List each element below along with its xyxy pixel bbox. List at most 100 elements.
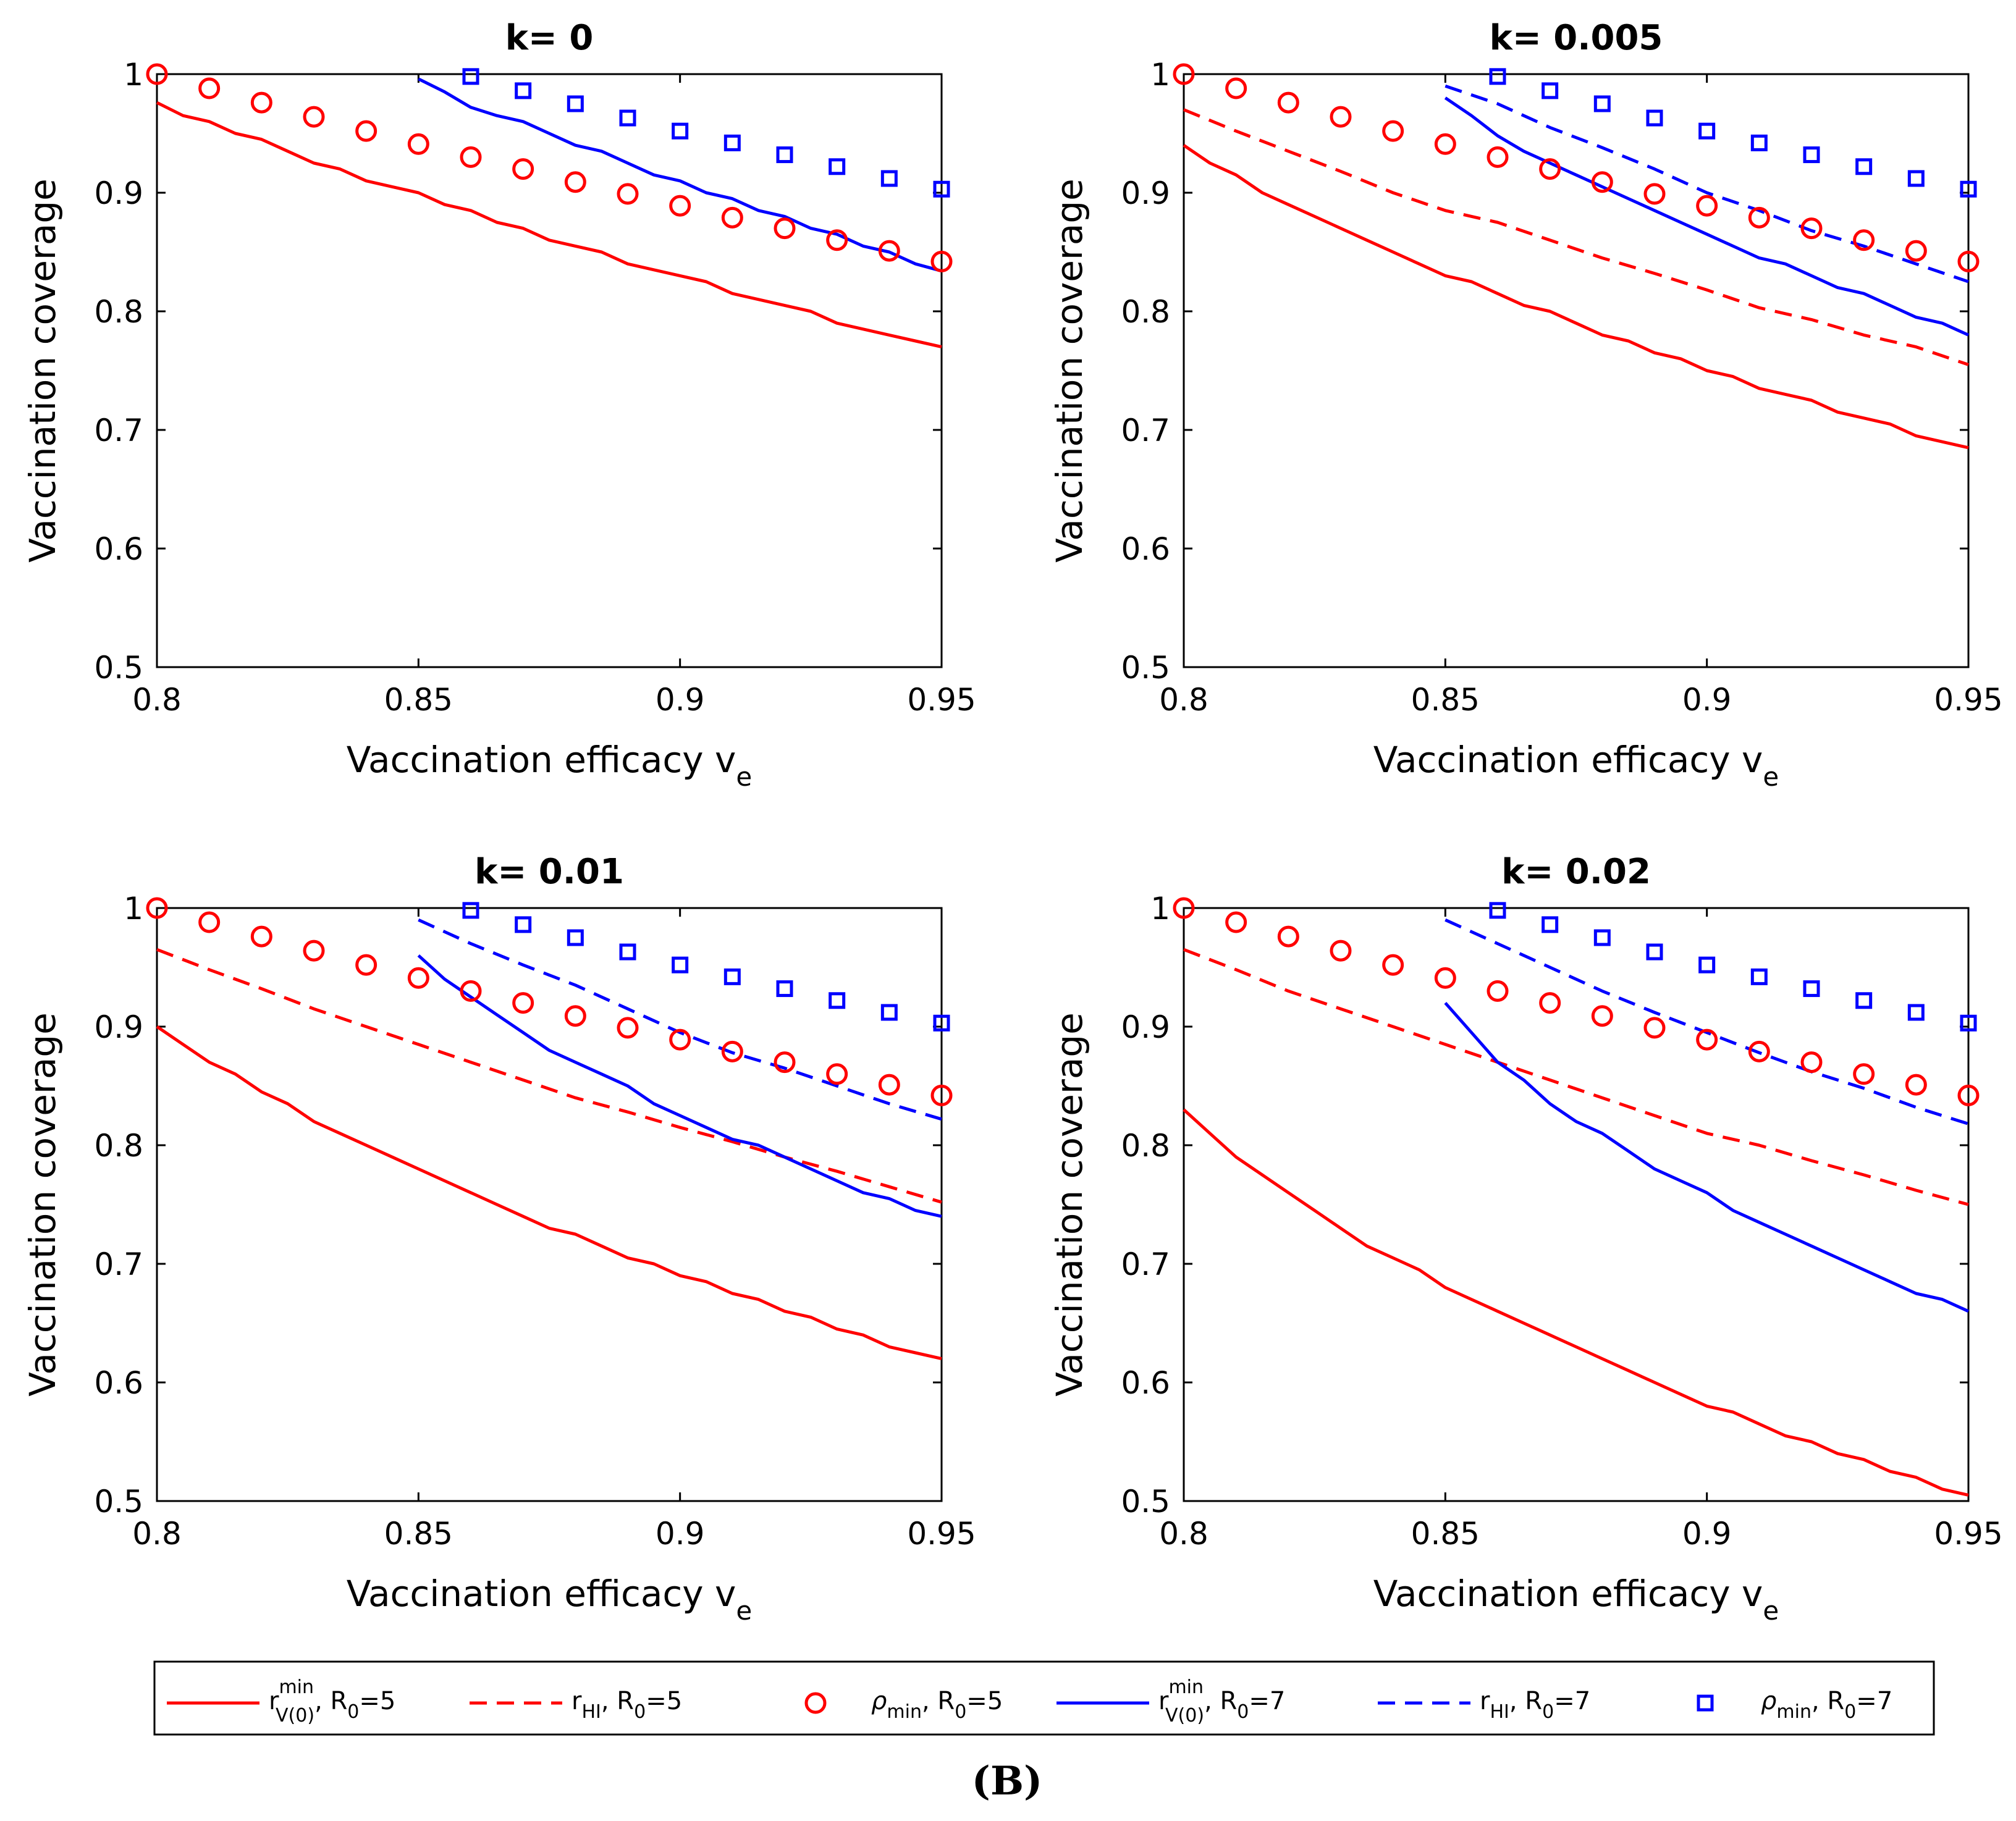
data-point — [1957, 1084, 1980, 1106]
data-point — [617, 183, 639, 205]
y-tick-label: 0.6 — [1121, 1365, 1170, 1401]
data-point — [567, 95, 584, 112]
data-point — [1591, 1005, 1613, 1027]
x-axis-label: Vaccination efficacy ve — [347, 1573, 752, 1626]
y-axis-label: Vaccination coverage — [1048, 179, 1090, 563]
series-markers-6 — [1489, 902, 1977, 1032]
x-tick-label: 0.9 — [656, 1516, 705, 1552]
data-point — [1855, 992, 1873, 1009]
data-point — [460, 980, 482, 1002]
series-line-3 — [417, 954, 942, 1218]
data-point — [1542, 82, 1559, 99]
data-point — [1960, 180, 1977, 198]
data-point — [1489, 902, 1506, 919]
data-point — [669, 1028, 691, 1051]
x-tick-label: 0.9 — [656, 682, 705, 718]
y-tick-label: 0.9 — [1121, 175, 1170, 211]
x-axis-label: Vaccination efficacy ve — [1373, 1573, 1779, 1626]
data-point — [1748, 206, 1770, 229]
data-point — [1853, 1063, 1875, 1085]
data-point — [515, 82, 532, 99]
data-point — [878, 1074, 900, 1096]
series-line-1 — [1183, 144, 1969, 450]
data-point — [1173, 897, 1195, 919]
legend-label: rmin V(0), R0=5 — [269, 1676, 395, 1726]
data-point — [933, 1014, 950, 1032]
data-point — [1382, 954, 1404, 976]
data-point — [774, 1051, 796, 1074]
legend-entry-6: ρmin, R0=7 — [1697, 1687, 1892, 1723]
data-point — [1696, 195, 1718, 217]
data-point — [669, 195, 691, 217]
data-point — [303, 106, 325, 128]
data-point — [1330, 940, 1352, 962]
plot-frame — [1183, 907, 1970, 1502]
y-tick-label: 0.7 — [94, 413, 143, 448]
data-point — [407, 967, 429, 989]
data-point — [619, 109, 636, 127]
data-point — [933, 180, 950, 198]
series-line-2 — [1183, 108, 1969, 366]
data-point — [1750, 968, 1768, 985]
data-point — [930, 250, 953, 272]
data-point — [1434, 967, 1456, 989]
data-point — [774, 217, 796, 240]
y-tick-label: 1 — [124, 57, 143, 93]
data-point — [1539, 158, 1561, 180]
data-point — [1957, 250, 1980, 272]
legend-label: rmin V(0), R0=7 — [1158, 1676, 1285, 1726]
legend-entry-2: rHI, R0=5 — [470, 1687, 682, 1723]
data-point — [1698, 122, 1716, 140]
series-line-4 — [418, 918, 942, 1121]
data-point — [1855, 158, 1873, 175]
x-tick-label: 0.85 — [384, 682, 453, 718]
data-point — [1591, 171, 1613, 193]
data-point — [1489, 68, 1506, 85]
data-point — [1382, 120, 1404, 142]
x-tick-label: 0.95 — [1934, 1516, 2002, 1552]
y-tick-label: 0.8 — [94, 294, 143, 330]
data-point — [829, 158, 846, 175]
legend-entry-5: rHI, R0=7 — [1378, 1687, 1590, 1723]
data-point — [880, 1004, 898, 1021]
data-point — [723, 134, 741, 151]
series-markers-5 — [1173, 63, 1980, 272]
data-point — [617, 1017, 639, 1039]
data-point — [1225, 911, 1247, 933]
data-point — [462, 68, 479, 85]
data-point — [355, 120, 377, 142]
y-tick-label: 1 — [124, 891, 143, 927]
x-tick-label: 0.9 — [1682, 1516, 1732, 1552]
series-markers-5 — [146, 897, 953, 1106]
data-point — [880, 170, 898, 187]
x-tick-label: 0.85 — [1411, 1516, 1480, 1552]
series-line-1 — [156, 1025, 942, 1361]
data-point — [146, 897, 168, 919]
data-point — [776, 980, 793, 998]
x-tick-label: 0.8 — [132, 682, 182, 718]
series-line-3 — [1444, 1001, 1970, 1313]
series-markers-4 — [462, 68, 950, 198]
data-point — [407, 133, 429, 155]
series-markers-6 — [462, 902, 950, 1032]
legend-entry-1: rmin V(0), R0=5 — [167, 1676, 395, 1726]
data-point — [826, 229, 848, 251]
x-tick-label: 0.95 — [907, 682, 976, 718]
y-tick-label: 0.8 — [1121, 1128, 1170, 1164]
y-tick-label: 0.5 — [94, 1484, 143, 1520]
data-point — [1853, 229, 1875, 251]
legend: rmin V(0), R0=5 rHI, R0=5 ρmin, R0=5 rmin V(0… — [153, 1660, 1935, 1736]
legend-label: rHI, R0=7 — [1480, 1687, 1590, 1723]
data-point — [1225, 77, 1247, 99]
series-line-2 — [1183, 948, 1969, 1206]
chart-panel-3: k= 0.01 0.8 0.85 0.9 0.95 0.5 0.6 0.7 0.8 0.9 1 Vac… — [22, 852, 976, 1626]
series-line-4 — [1445, 84, 1969, 284]
legend-label: ρmin, R0=5 — [871, 1687, 1003, 1723]
data-point — [1748, 1040, 1770, 1062]
legend-circle-swatch — [804, 1692, 827, 1714]
y-tick-label: 0.5 — [1121, 1484, 1170, 1520]
data-point — [564, 171, 586, 193]
series-line-3 — [1444, 96, 1970, 337]
chart-panel-4: k= 0.02 0.8 0.85 0.9 0.95 0.5 0.6 0.7 0.8 0.9 1 Vac… — [1048, 852, 2003, 1626]
y-tick-label: 1 — [1150, 57, 1170, 93]
